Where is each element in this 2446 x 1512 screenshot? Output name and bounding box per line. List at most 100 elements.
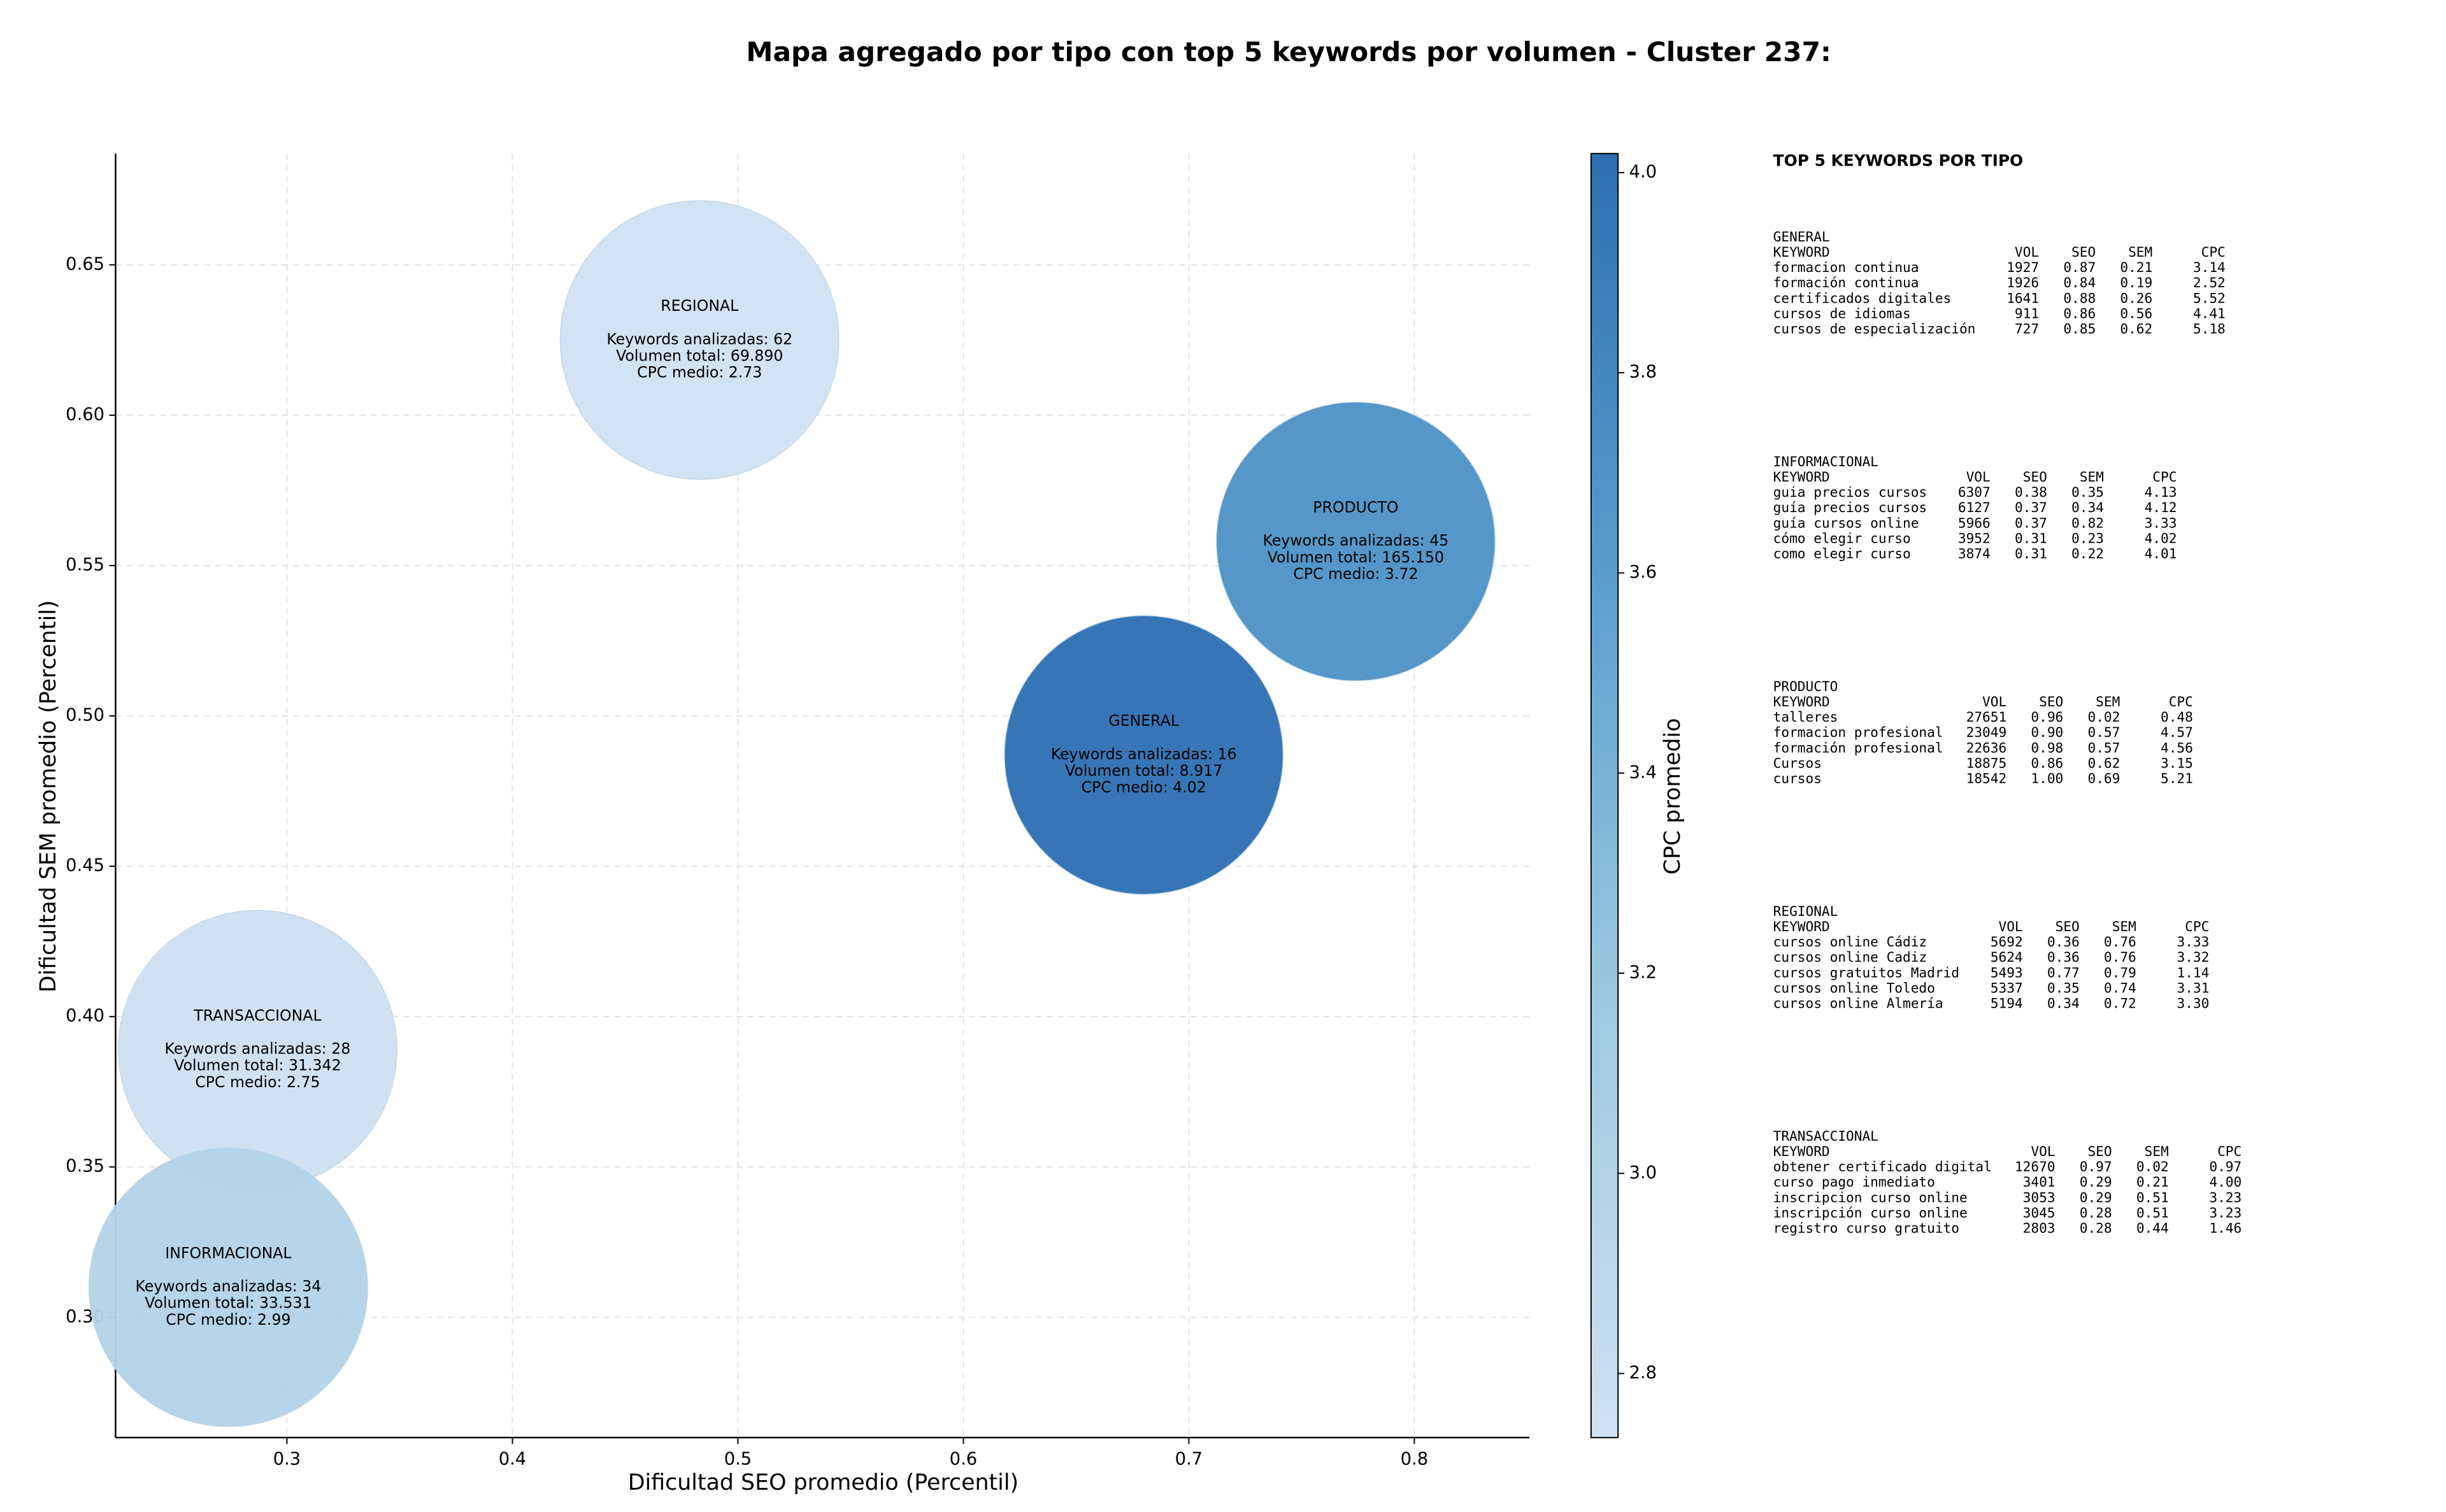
table-cell: 5.52 [2193, 290, 2226, 306]
table-cell: 4.00 [2209, 1174, 2242, 1190]
table-cell: 0.76 [2104, 949, 2136, 965]
table-cell: 5966 [1958, 515, 1991, 531]
table-cell: 0.37 [2015, 515, 2047, 531]
table-cell: 0.72 [2104, 995, 2136, 1011]
table-cell: 1.14 [2177, 964, 2209, 980]
table-cell: 0.44 [2136, 1220, 2169, 1236]
table-cell: 0.31 [2015, 546, 2047, 562]
table-cell: 12670 [2015, 1159, 2056, 1174]
table-cell: 0.31 [2015, 530, 2047, 546]
table-cell: cursos online Cádiz [1773, 934, 1927, 950]
table-cell: 0.26 [2120, 290, 2152, 306]
table-cell: 0.35 [2071, 484, 2104, 500]
bubble-name: INFORMACIONAL [165, 1244, 292, 1262]
table-cell: 5624 [1991, 949, 2023, 965]
section-title: GENERAL [1773, 229, 1830, 245]
table-cell: 0.57 [2087, 739, 2120, 755]
table-cell: 18542 [1966, 771, 2007, 787]
table-cell: guía cursos online [1773, 515, 1919, 531]
table-cell: formación profesional [1773, 739, 1943, 755]
bubble-label: Keywords analizadas: 16 [1051, 745, 1237, 763]
table-cell: 3.33 [2177, 934, 2209, 950]
bubble-label: Volumen total: 69.890 [616, 346, 783, 364]
table-cell: 18875 [1966, 755, 2007, 771]
table-cell: 3.30 [2177, 995, 2209, 1011]
table-cell: Cursos [1773, 755, 1822, 771]
column-header: SEM [2145, 1143, 2169, 1159]
table-cell: 4.56 [2161, 739, 2193, 755]
table-cell: cursos online Almería [1773, 995, 1943, 1011]
table-cell: 22636 [1966, 739, 2007, 755]
bubble [1004, 615, 1284, 895]
table-cell: 0.56 [2120, 305, 2152, 321]
table-cell: 1927 [2006, 259, 2039, 275]
column-header: CPC [2217, 1143, 2242, 1159]
table-cell: 3.14 [2193, 259, 2226, 275]
x-tick-label: 0.6 [950, 1449, 977, 1469]
table-cell: 0.69 [2087, 771, 2120, 787]
panel-title: TOP 5 KEYWORDS POR TIPO [1773, 152, 2023, 170]
table-cell: 5493 [1991, 964, 2023, 980]
table-cell: 2.52 [2193, 275, 2226, 290]
y-tick-label: 0.65 [66, 254, 104, 274]
table-cell: 27651 [1966, 709, 2007, 725]
table-cell: 911 [2015, 305, 2039, 321]
column-header: KEYWORD [1773, 918, 1830, 934]
table-cell: 4.01 [2145, 546, 2177, 562]
bubble-name: REGIONAL [661, 297, 739, 315]
y-axis-title: Dificultad SEM promedio (Percentil) [36, 600, 61, 992]
column-header: SEM [2096, 694, 2120, 710]
table-cell: 3053 [2023, 1189, 2056, 1205]
table-cell: 727 [2015, 321, 2039, 337]
bubble [1216, 401, 1496, 681]
table-cell: 3874 [1958, 546, 1991, 562]
table-cell: 6307 [1958, 484, 1991, 500]
table-cell: 0.88 [2063, 290, 2096, 306]
table-cell: 1926 [2006, 275, 2039, 290]
colorbar-tick-label: 3.0 [1629, 1163, 1657, 1183]
table-cell: 0.29 [2080, 1189, 2112, 1205]
table-cell: 1641 [2006, 290, 2039, 306]
table-cell: inscripcion curso online [1773, 1189, 1968, 1205]
colorbar-tick-label: 4.0 [1629, 162, 1657, 182]
bubble-label: CPC medio: 2.73 [637, 364, 762, 382]
y-tick-label: 0.50 [66, 706, 104, 725]
column-header: CPC [2169, 694, 2193, 710]
table-cell: 4.02 [2145, 530, 2177, 546]
table-cell: guia precios cursos [1773, 484, 1927, 500]
table-cell: 3952 [1958, 530, 1991, 546]
table-cell: 1.46 [2209, 1220, 2242, 1236]
bubble-label: Volumen total: 8.917 [1065, 762, 1222, 780]
table-cell: 0.34 [2047, 995, 2080, 1011]
table-cell: 0.02 [2087, 709, 2120, 725]
table-cell: 0.97 [2080, 1159, 2112, 1174]
table-cell: 0.37 [2015, 499, 2047, 515]
plot-area: 0.3 0.4 0.5 0.6 0.7 0.80.300.350.400.450.500.… [66, 153, 1529, 1469]
bubble-label: Volumen total: 33.531 [145, 1294, 311, 1312]
y-tick-label: 0.45 [66, 856, 104, 876]
bubble-label: CPC medio: 2.75 [195, 1073, 320, 1091]
column-header: VOL [1982, 694, 2006, 710]
table-cell: 0.85 [2063, 321, 2096, 337]
colorbar-fill [1590, 153, 1619, 1439]
column-header: SEM [2128, 244, 2152, 260]
table-cell: 3.23 [2209, 1204, 2242, 1220]
table-cell: cursos gratuitos Madrid [1773, 964, 1959, 980]
table-cell: como elegir curso [1773, 546, 1911, 562]
table-cell: 23049 [1966, 724, 2007, 740]
bubble-label: Keywords analizadas: 45 [1262, 532, 1448, 550]
colorbar-tick-label: 3.4 [1629, 762, 1657, 782]
column-header: SEO [2039, 694, 2063, 710]
bubble-label: CPC medio: 4.02 [1081, 778, 1206, 796]
table-cell: 3401 [2023, 1174, 2056, 1190]
bubble-name: GENERAL [1108, 712, 1179, 730]
table-cell: 4.13 [2145, 484, 2177, 500]
table-cell: 0.28 [2080, 1220, 2112, 1236]
column-header: SEO [2056, 918, 2080, 934]
section-title: REGIONAL [1773, 903, 1838, 919]
chart-title: Mapa agregado por tipo con top 5 keyword… [746, 36, 1831, 68]
table-cell: 0.74 [2104, 980, 2136, 995]
table-cell: talleres [1773, 709, 1838, 725]
table-cell: 0.35 [2047, 980, 2080, 995]
